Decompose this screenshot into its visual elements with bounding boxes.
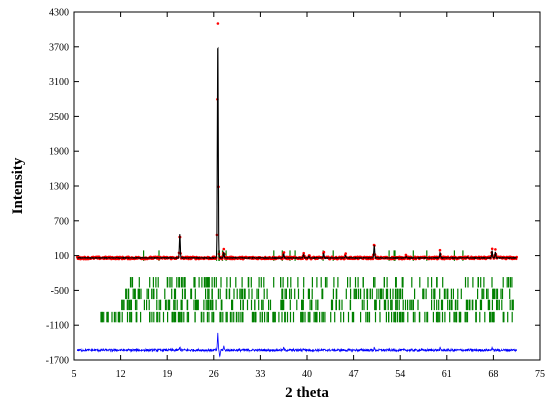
observed-point xyxy=(344,252,348,255)
x-axis-title: 2 theta xyxy=(285,385,329,401)
x-tick-label: 5 xyxy=(72,369,77,380)
x-tick-label: 68 xyxy=(488,369,498,380)
x-tick-label: 47 xyxy=(349,369,359,380)
reflection-markers xyxy=(100,250,514,323)
y-tick-label: -1700 xyxy=(46,356,69,367)
x-tick-label: 26 xyxy=(209,369,219,380)
calculated-curve xyxy=(76,46,517,260)
x-tick-label: 54 xyxy=(395,369,405,380)
y-tick-label: 1900 xyxy=(49,147,69,158)
y-tick-label: 3700 xyxy=(49,42,69,53)
x-tick-label: 12 xyxy=(116,369,126,380)
y-tick-label: 1300 xyxy=(49,182,69,193)
y-tick-label: 2500 xyxy=(49,112,69,123)
y-axis-title: Intensity xyxy=(10,157,26,214)
x-tick-label: 61 xyxy=(442,369,452,380)
y-tick-labels: -1700 -1100 -500 100 700 1300 1900 2500 3100 3700… xyxy=(46,8,69,367)
x-tick-label: 40 xyxy=(302,369,312,380)
observed-point xyxy=(302,251,306,255)
y-tick-label: -500 xyxy=(51,286,69,297)
observed-point xyxy=(490,247,494,251)
y-tick-label: -1100 xyxy=(46,321,69,332)
x-tick-label: 33 xyxy=(255,369,265,380)
observed-point xyxy=(438,248,442,252)
axis-ticks xyxy=(73,11,541,361)
observed-point xyxy=(222,247,226,251)
y-tick-label: 100 xyxy=(54,251,69,262)
y-tick-label: 3100 xyxy=(49,77,69,88)
y-tick-label: 4300 xyxy=(49,8,69,19)
observed-point xyxy=(282,251,286,254)
observed-points xyxy=(76,22,518,261)
observed-point xyxy=(216,22,220,25)
difference-curve xyxy=(76,332,518,358)
x-tick-labels: 5 12 19 26 33 40 47 54 61 68 75 xyxy=(72,369,546,380)
x-tick-label: 19 xyxy=(162,369,172,380)
observed-point xyxy=(322,250,326,254)
observed-point xyxy=(494,248,497,251)
y-tick-label: 700 xyxy=(54,216,69,227)
x-tick-label: 75 xyxy=(535,369,545,380)
